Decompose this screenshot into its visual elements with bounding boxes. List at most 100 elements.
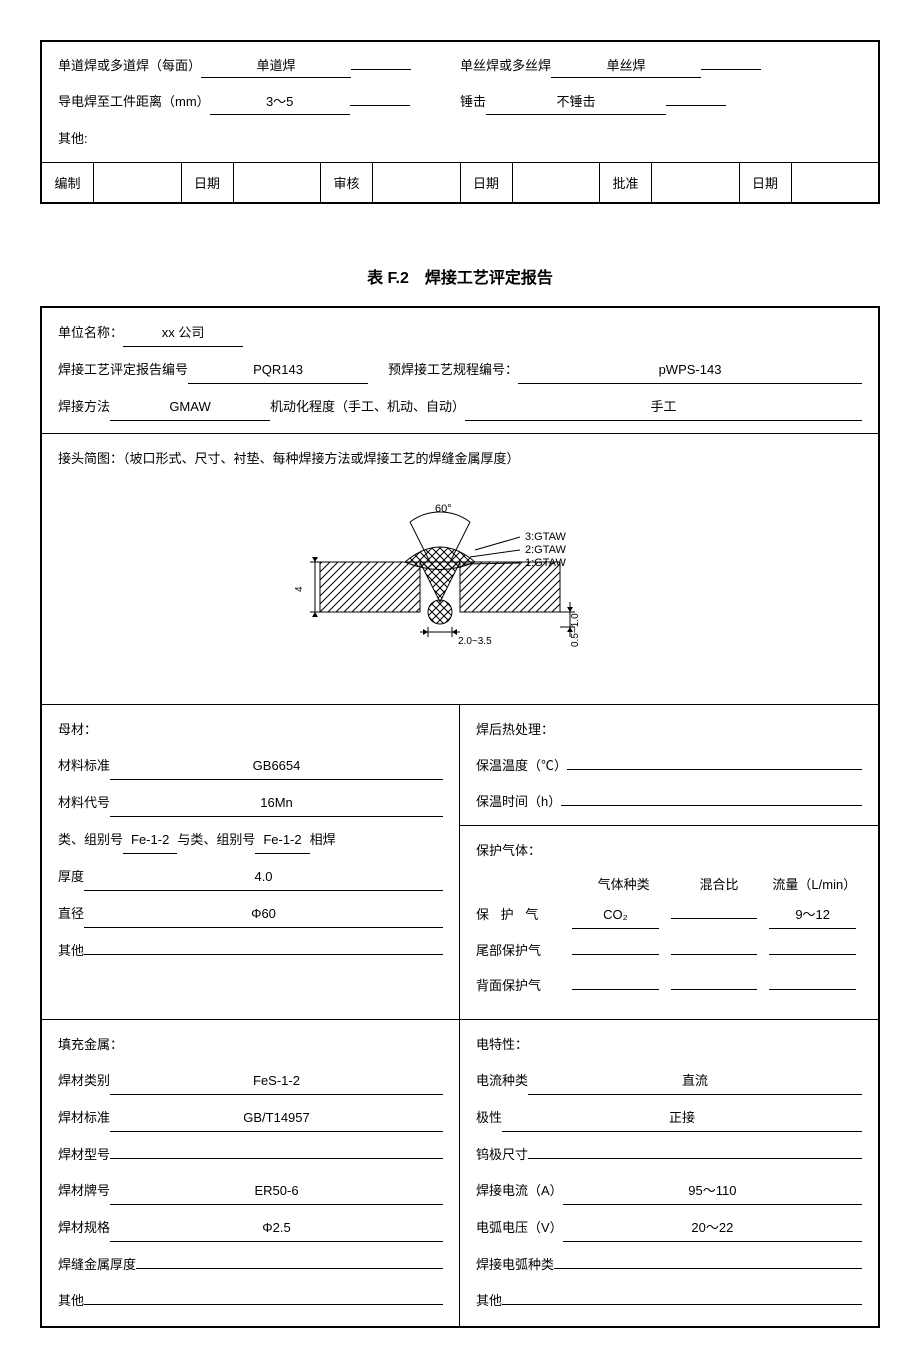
sig-label: 日期: [182, 163, 234, 202]
blank: [572, 937, 659, 955]
blank: [110, 1158, 443, 1159]
value: 正接: [502, 1105, 862, 1132]
label: 其他:: [58, 127, 88, 150]
blank: [528, 1158, 862, 1159]
value: GMAW: [110, 394, 270, 421]
blank: [554, 1268, 862, 1269]
signature-row: 编制 日期 审核 日期 批准 日期: [42, 163, 878, 202]
field-row: 材料标准 GB6654: [58, 753, 443, 780]
label: 锤击: [460, 90, 486, 113]
label: 与类、组别号: [177, 827, 255, 853]
form-row-other: 其他:: [58, 127, 862, 150]
value: 单道焊: [201, 54, 351, 78]
label: 电流种类: [476, 1068, 528, 1094]
value: 95～110: [563, 1178, 862, 1205]
blank: [567, 769, 862, 770]
dim-left: 4: [294, 586, 305, 592]
section-heading: 保护气体：: [476, 838, 862, 864]
gas-h3: 流量（L/min）: [767, 874, 862, 893]
label: 厚度: [58, 864, 84, 890]
label: 极性: [476, 1105, 502, 1131]
field-distance: 导电焊至工件距离（mm） 3～5: [58, 90, 460, 114]
sig-label: 日期: [740, 163, 792, 202]
section-heading: 母材：: [58, 717, 443, 743]
label: 预焊接工艺规程编号：: [388, 357, 518, 383]
blank: [769, 937, 856, 955]
label: 焊接电流（A）: [476, 1178, 563, 1204]
sig-blank: [373, 163, 461, 202]
blank: [136, 1268, 443, 1269]
value: 3～5: [210, 90, 350, 114]
label: 焊接方法: [58, 394, 110, 420]
blank: [84, 1304, 443, 1305]
value: Fe-1-2: [255, 827, 309, 854]
base-pwht-row: 母材： 材料标准 GB6654 材料代号 16Mn 类、组别号 Fe-1-2 与…: [42, 705, 878, 1020]
label: 单丝焊或多丝焊: [460, 54, 551, 77]
field-row: 焊接电流（A） 95～110: [476, 1178, 862, 1205]
pwht-gas-col: 焊后热处理： 保温温度（℃） 保温时间（h） 保护气体： 气体种类 混合比 流量…: [460, 705, 878, 1019]
dim-right: 0.5~1.0: [570, 613, 581, 647]
field-row: 材料代号 16Mn: [58, 790, 443, 817]
form-row: 单道焊或多道焊（每面） 单道焊 单丝焊或多丝焊 单丝焊: [58, 54, 862, 78]
blank: [666, 105, 726, 106]
label: 类、组别号: [58, 827, 123, 853]
blank: [351, 69, 411, 70]
field-row: 直径 Φ60: [58, 901, 443, 928]
base-metal-col: 母材： 材料标准 GB6654 材料代号 16Mn 类、组别号 Fe-1-2 与…: [42, 705, 460, 1019]
weld-label-2: 2:GTAW: [525, 544, 567, 556]
blank: [350, 105, 410, 106]
sig-blank: [94, 163, 182, 202]
value: pWPS-143: [518, 357, 862, 384]
form-row: 导电焊至工件距离（mm） 3～5 锤击 不锤击: [58, 90, 862, 114]
section-heading: 焊后热处理：: [476, 717, 862, 743]
gas-h2: 混合比: [671, 874, 766, 893]
label: 相焊: [310, 827, 336, 853]
field-row: 其他: [58, 1288, 443, 1314]
sig-label: 编制: [42, 163, 94, 202]
field-row: 其他: [58, 938, 443, 964]
sig-blank: [234, 163, 322, 202]
field-row: 焊材标准 GB/T14957: [58, 1105, 443, 1132]
label: 钨极尺寸: [476, 1142, 528, 1168]
diagram-caption: 接头简图：（坡口形式、尺寸、衬垫、每种焊接方法或焊接工艺的焊缝金属厚度）: [58, 446, 862, 472]
value: [671, 901, 758, 919]
unit-row: 单位名称： xx 公司: [58, 320, 862, 347]
blank: [561, 805, 862, 806]
label: 焊接电弧种类: [476, 1252, 554, 1278]
sig-blank: [652, 163, 740, 202]
label: 保温温度（℃）: [476, 753, 567, 779]
field-pass-type: 单道焊或多道焊（每面） 单道焊: [58, 54, 460, 78]
report-no-row: 焊接工艺评定报告编号 PQR143 预焊接工艺规程编号： pWPS-143: [58, 357, 862, 384]
blank: [701, 69, 761, 70]
label: 材料代号: [58, 790, 110, 816]
field-row: 焊接电弧种类: [476, 1252, 862, 1278]
field-row: 焊材型号: [58, 1142, 443, 1168]
label: 焊材牌号: [58, 1178, 110, 1204]
top-form-body: 单道焊或多道焊（每面） 单道焊 单丝焊或多丝焊 单丝焊 导电焊至工件距离（mm）…: [42, 42, 878, 163]
field-row: 类、组别号 Fe-1-2 与类、组别号 Fe-1-2 相焊: [58, 827, 443, 854]
label: 背面保护气: [476, 973, 566, 999]
field-row: 焊材牌号 ER50-6: [58, 1178, 443, 1205]
sig-label: 批准: [600, 163, 652, 202]
gas-row: 背面保护气: [476, 972, 862, 999]
value: 9～12: [769, 902, 856, 929]
filler-elec-row: 填充金属： 焊材类别 FeS-1-2 焊材标准 GB/T14957 焊材型号 焊…: [42, 1020, 878, 1326]
value: ER50-6: [110, 1178, 443, 1205]
angle-label: 60°: [435, 503, 452, 515]
blank: [84, 954, 443, 955]
sig-label: 审核: [321, 163, 373, 202]
gas-header-row: 气体种类 混合比 流量（L/min）: [476, 874, 862, 893]
value: GB6654: [110, 753, 443, 780]
label: 焊材标准: [58, 1105, 110, 1131]
value: FeS-1-2: [110, 1068, 443, 1095]
value: 16Mn: [110, 790, 443, 817]
value: 20～22: [563, 1215, 862, 1242]
method-row: 焊接方法 GMAW 机动化程度（手工、机动、自动） 手工: [58, 394, 862, 421]
sig-label: 日期: [461, 163, 513, 202]
field-row: 焊缝金属厚度: [58, 1252, 443, 1278]
blank: [502, 1304, 862, 1305]
dim-bottom: 2.0~3.5: [458, 636, 492, 647]
label: 保 护 气: [476, 902, 566, 928]
value: CO₂: [572, 902, 659, 929]
label: 焊材类别: [58, 1068, 110, 1094]
